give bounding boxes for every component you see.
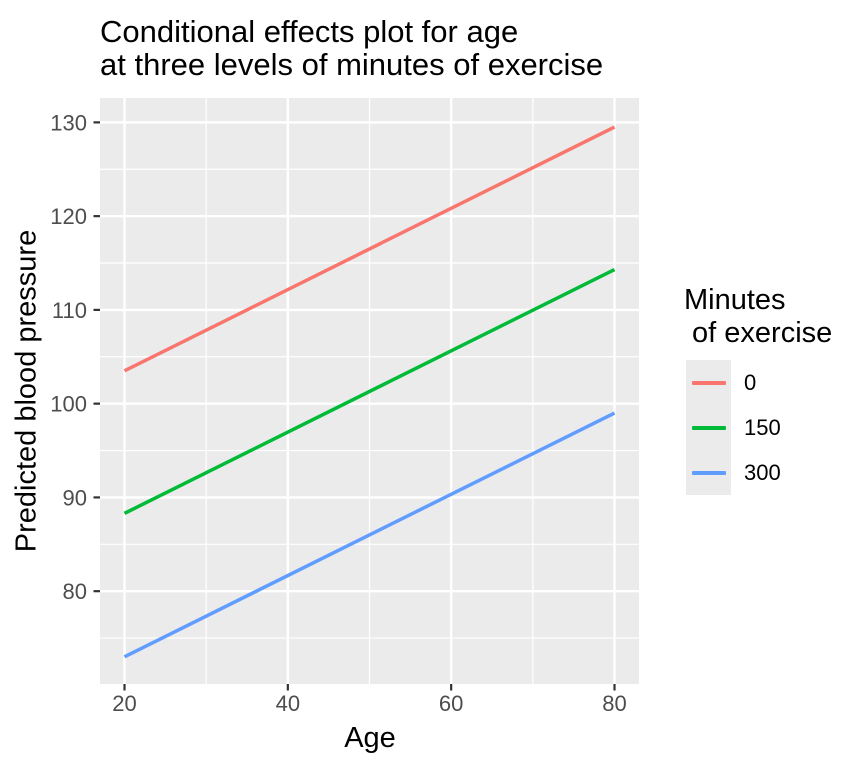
x-tick-label: 20	[112, 691, 136, 716]
x-tick-label: 40	[276, 691, 300, 716]
legend: Minutes of exercise 0 150 300	[684, 284, 832, 495]
legend-title: Minutes of exercise	[684, 284, 832, 350]
chart-title: Conditional effects plot for age at thre…	[100, 15, 603, 81]
legend-item: 150	[686, 405, 832, 450]
legend-item: 300	[686, 450, 832, 495]
y-tick-label: 120	[50, 204, 87, 229]
legend-item-label: 300	[744, 459, 781, 485]
chart-title-line1: Conditional effects plot for age	[100, 14, 519, 49]
y-tick-label: 80	[63, 579, 87, 604]
y-axis-title: Predicted blood pressure	[10, 229, 43, 553]
legend-title-line2: of exercise	[684, 317, 833, 349]
legend-items: 0 150 300	[686, 360, 832, 495]
chart-title-line2: at three levels of minutes of exercise	[100, 47, 604, 82]
x-tick-label: 80	[602, 691, 626, 716]
series-line-150	[123, 268, 616, 515]
legend-key-swatch	[686, 360, 731, 405]
legend-key-swatch	[686, 405, 731, 450]
legend-item-label: 0	[744, 369, 757, 395]
legend-key-line	[691, 470, 726, 475]
series-line-0	[123, 125, 616, 373]
legend-item-label: 150	[744, 414, 781, 440]
x-axis-title: Age	[344, 722, 396, 754]
y-tick-label: 100	[50, 392, 87, 417]
y-tick-label: 90	[63, 485, 87, 510]
legend-title-line1: Minutes	[684, 284, 786, 316]
series-line-300	[123, 411, 616, 659]
legend-key-line	[691, 425, 726, 430]
y-tick-label: 130	[50, 110, 87, 135]
legend-key-swatch	[686, 450, 731, 495]
y-tick-label: 110	[52, 298, 87, 323]
x-tick-label: 60	[439, 691, 463, 716]
legend-key-line	[691, 380, 726, 385]
legend-item: 0	[686, 360, 832, 405]
